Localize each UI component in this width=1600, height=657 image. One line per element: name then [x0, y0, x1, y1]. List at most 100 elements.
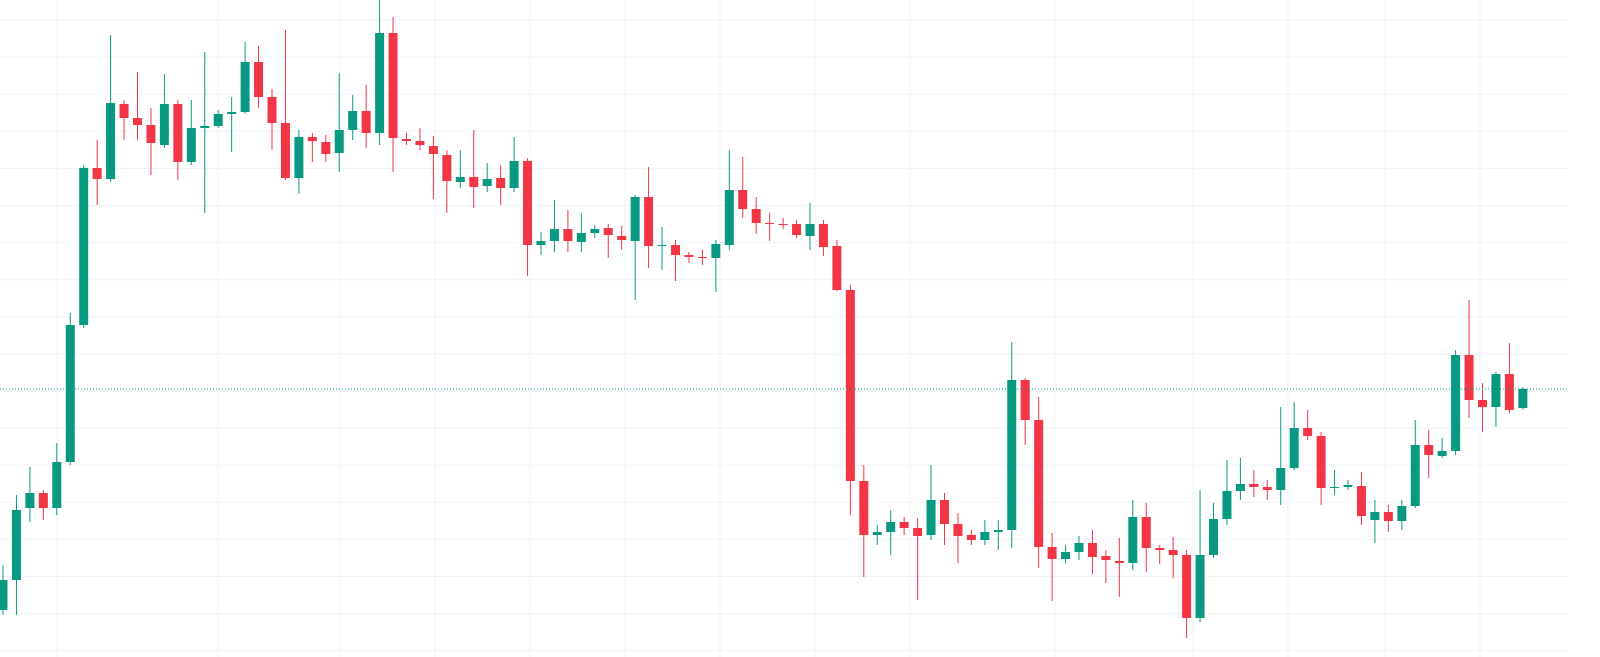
candle-body: [590, 229, 600, 233]
candle-body: [200, 126, 210, 128]
candle-body: [913, 528, 923, 536]
candle-body: [778, 224, 788, 225]
candle-body: [1437, 451, 1447, 456]
candle-body: [469, 177, 479, 187]
candle-body: [818, 224, 828, 247]
candle-body: [1061, 552, 1071, 559]
candle-body: [1074, 543, 1084, 552]
candle-body: [455, 177, 465, 182]
candle-body: [1047, 547, 1057, 559]
candle-body: [79, 168, 89, 325]
candle-body: [227, 112, 237, 114]
candle-body: [1155, 548, 1165, 550]
candle-body: [751, 209, 761, 223]
candle-body: [711, 244, 721, 258]
candle-body: [953, 524, 963, 536]
candle-body: [1451, 355, 1461, 451]
candle-body: [1410, 445, 1420, 506]
candle-body: [159, 104, 169, 145]
candle-body: [859, 481, 869, 535]
candle-body: [11, 510, 21, 580]
candle-body: [321, 142, 331, 154]
candle-body: [765, 223, 775, 224]
candle-body: [1087, 543, 1097, 557]
candle-body: [603, 228, 613, 235]
candle-body: [1141, 517, 1151, 548]
candle-body: [832, 246, 842, 290]
candle-body: [307, 137, 317, 141]
candle-body: [1262, 487, 1272, 490]
candle-body: [1491, 374, 1501, 407]
candle-body: [267, 97, 277, 123]
candle-body: [738, 190, 748, 209]
candle-body: [549, 229, 559, 241]
candle-body: [1343, 485, 1353, 487]
candle-body: [886, 522, 896, 532]
candle-body: [146, 125, 156, 143]
candle-body: [52, 462, 62, 508]
candle-body: [899, 522, 909, 528]
candle-body: [980, 532, 990, 540]
candle-body: [1101, 556, 1111, 560]
candle-body: [724, 190, 734, 245]
candle-body: [25, 493, 35, 508]
candle-body: [845, 290, 855, 481]
candle-body: [872, 532, 882, 535]
candle-body: [1249, 484, 1259, 487]
candle-body: [563, 229, 573, 241]
candle-body: [1276, 468, 1286, 490]
candle-body: [1464, 355, 1474, 400]
candle-body: [684, 255, 694, 257]
candle-body: [173, 104, 183, 162]
candle-body: [482, 179, 492, 186]
candle-body: [1289, 428, 1299, 468]
candle-body: [671, 245, 680, 255]
candle-body: [1478, 400, 1487, 407]
candle-body: [1316, 436, 1326, 488]
candle-body: [361, 111, 371, 133]
candle-body: [1020, 380, 1030, 420]
candle-body: [1518, 389, 1528, 408]
candle-body: [133, 118, 142, 125]
candle-body: [630, 197, 640, 241]
candle-body: [576, 233, 586, 242]
candle-body: [442, 155, 452, 181]
candle-body: [1128, 517, 1138, 563]
candle-body: [993, 530, 1003, 532]
candle-body: [1182, 555, 1192, 618]
candle-body: [966, 535, 976, 540]
candle-body: [940, 500, 949, 524]
candle-body: [644, 197, 654, 246]
candle-body: [657, 245, 667, 246]
candle-body: [617, 236, 627, 240]
candle-body: [1168, 550, 1178, 555]
candle-body: [792, 224, 802, 235]
candle-body: [1504, 374, 1514, 410]
candle-body: [240, 62, 250, 112]
candle-body: [348, 111, 358, 130]
candle-body: [1356, 486, 1366, 516]
candle-body: [294, 137, 304, 178]
candle-body: [254, 62, 264, 97]
candle-body: [1424, 445, 1434, 455]
candle-body: [1235, 484, 1245, 491]
candle-body: [536, 241, 546, 245]
candle-body: [496, 178, 506, 188]
candle-body: [1007, 380, 1017, 530]
candle-body: [1222, 491, 1232, 519]
candle-body: [106, 103, 116, 179]
candle-body: [523, 161, 533, 245]
candle-body: [213, 114, 223, 126]
candle-body: [1209, 519, 1218, 555]
candle-body: [65, 325, 75, 462]
candle-body: [1034, 420, 1044, 547]
candle-body: [375, 33, 385, 133]
candle-body: [428, 146, 438, 154]
candle-body: [92, 168, 102, 179]
candle-body: [1370, 512, 1380, 520]
candle-body: [0, 580, 8, 610]
candle-body: [1303, 428, 1313, 436]
candle-body: [1397, 506, 1407, 521]
candle-body: [38, 493, 48, 508]
